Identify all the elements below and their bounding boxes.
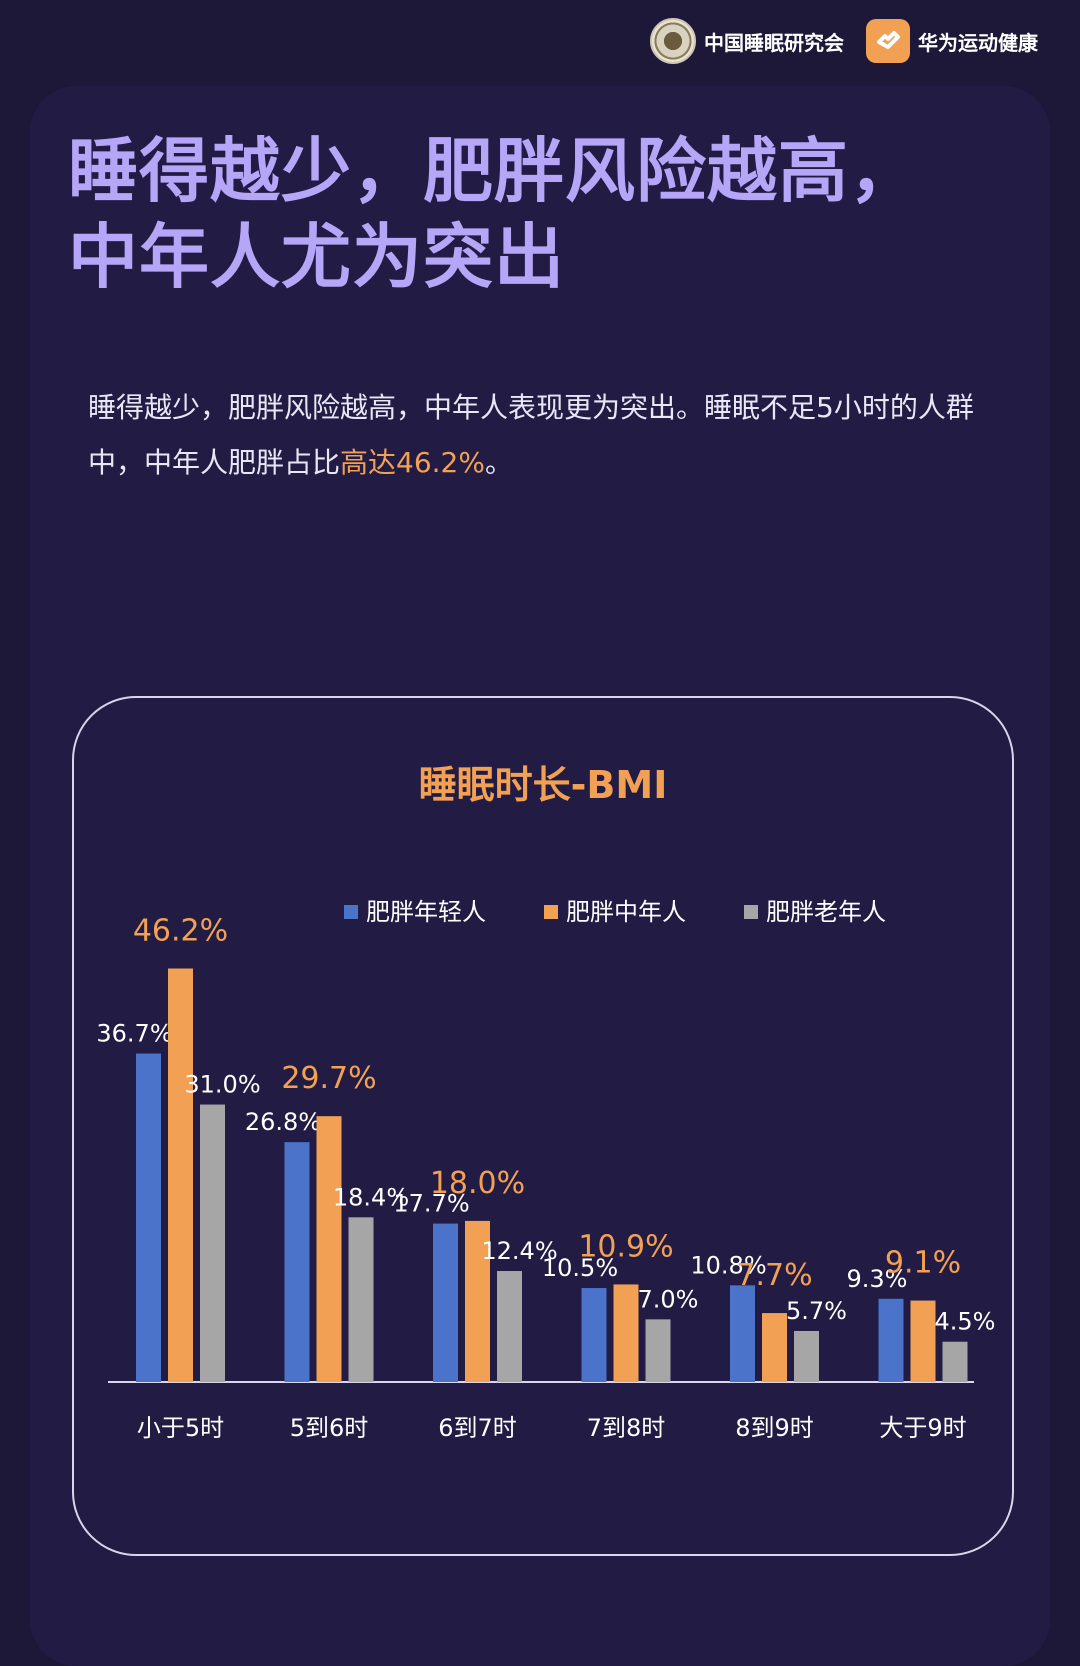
bar-0-3 bbox=[581, 1288, 607, 1382]
legend-swatch-1 bbox=[544, 905, 558, 919]
data-label-0-5: 9.3% bbox=[847, 1265, 908, 1293]
data-label-1-2: 18.0% bbox=[430, 1166, 525, 1201]
headline: 睡得越少，肥胖风险越高， 中年人尤为突出 bbox=[68, 128, 1008, 300]
description-main: 睡得越少，肥胖风险越高，中年人表现更为突出。睡眠不足5小时的人群中，中年人肥胖占… bbox=[88, 391, 974, 479]
data-label-1-1: 29.7% bbox=[281, 1061, 376, 1096]
x-tick-label-1: 5到6时 bbox=[290, 1414, 369, 1442]
chart-title: 睡眠时长-BMI bbox=[418, 763, 668, 807]
cssrs-seal-icon bbox=[650, 18, 696, 64]
legend-label-0: 肥胖年轻人 bbox=[366, 898, 486, 926]
data-label-2-3: 7.0% bbox=[638, 1285, 699, 1313]
data-label-1-3: 10.9% bbox=[578, 1229, 673, 1264]
bar-0-5 bbox=[878, 1298, 904, 1382]
chart-panel: 睡眠时长-BMI 36.7% 46.2% 31.0% 小于5时 26.8% 29.7% 18… bbox=[72, 696, 1014, 1556]
bar-1-1 bbox=[316, 1116, 342, 1382]
x-tick-label-3: 7到8时 bbox=[587, 1414, 666, 1442]
data-label-0-4: 10.8% bbox=[690, 1251, 766, 1279]
bar-1-3 bbox=[613, 1284, 639, 1382]
bar-0-4 bbox=[730, 1285, 755, 1382]
bar-2-0 bbox=[200, 1104, 225, 1382]
legend-label-1: 肥胖中年人 bbox=[566, 898, 686, 926]
description: 睡得越少，肥胖风险越高，中年人表现更为突出。睡眠不足5小时的人群中，中年人肥胖占… bbox=[88, 380, 988, 490]
description-highlight: 高达46.2% bbox=[340, 446, 485, 479]
cssrs-logo-text: 中国睡眠研究会 bbox=[704, 30, 844, 55]
data-label-1-4: 7.7% bbox=[736, 1258, 812, 1293]
bar-2-3 bbox=[645, 1319, 671, 1382]
x-tick-label-2: 6到7时 bbox=[438, 1414, 517, 1442]
bar-2-4 bbox=[794, 1330, 819, 1382]
data-label-0-1: 26.8% bbox=[245, 1108, 321, 1136]
bar-1-2 bbox=[465, 1220, 490, 1382]
data-label-2-0: 31.0% bbox=[184, 1071, 260, 1099]
huawei-health-logo: 华为运动健康 bbox=[866, 19, 1038, 63]
bar-2-5 bbox=[942, 1341, 968, 1382]
bar-0-1 bbox=[284, 1142, 310, 1382]
logo-bar: 中国睡眠研究会 华为运动健康 bbox=[650, 18, 1038, 64]
bar-1-5 bbox=[910, 1300, 936, 1382]
bar-chart: 36.7% 46.2% 31.0% 小于5时 26.8% 29.7% 18.4% 5到6时 17… bbox=[96, 898, 996, 1442]
data-label-0-3: 10.5% bbox=[542, 1254, 618, 1282]
x-tick-label-5: 大于9时 bbox=[879, 1414, 966, 1442]
huawei-health-icon bbox=[866, 19, 910, 63]
data-label-1-5: 9.1% bbox=[885, 1246, 961, 1281]
data-label-1-0: 46.2% bbox=[133, 914, 228, 949]
bar-1-4 bbox=[762, 1313, 787, 1382]
data-label-2-2: 12.4% bbox=[481, 1237, 557, 1265]
headline-line-1: 睡得越少，肥胖风险越高， bbox=[68, 130, 920, 212]
x-tick-label-0: 小于5时 bbox=[137, 1414, 224, 1442]
content-card bbox=[30, 86, 1050, 1666]
data-label-0-0: 36.7% bbox=[96, 1020, 172, 1048]
bar-1-0 bbox=[168, 968, 193, 1382]
x-tick-label-4: 8到9时 bbox=[735, 1414, 814, 1442]
data-label-2-4: 5.7% bbox=[786, 1297, 847, 1325]
legend-swatch-0 bbox=[344, 905, 358, 919]
data-label-0-2: 17.7% bbox=[393, 1190, 469, 1218]
huawei-health-logo-text: 华为运动健康 bbox=[918, 30, 1038, 55]
cssrs-logo: 中国睡眠研究会 bbox=[650, 18, 844, 64]
legend-label-2: 肥胖老年人 bbox=[766, 898, 886, 926]
headline-line-2: 中年人尤为突出 bbox=[68, 216, 565, 298]
bar-0-0 bbox=[136, 1053, 161, 1382]
bar-0-2 bbox=[433, 1223, 458, 1382]
description-end: 。 bbox=[484, 446, 513, 479]
data-label-2-1: 18.4% bbox=[333, 1183, 409, 1211]
bar-2-2 bbox=[497, 1271, 522, 1382]
data-label-2-5: 4.5% bbox=[935, 1308, 996, 1336]
legend-swatch-2 bbox=[744, 905, 758, 919]
bar-2-1 bbox=[348, 1217, 374, 1382]
